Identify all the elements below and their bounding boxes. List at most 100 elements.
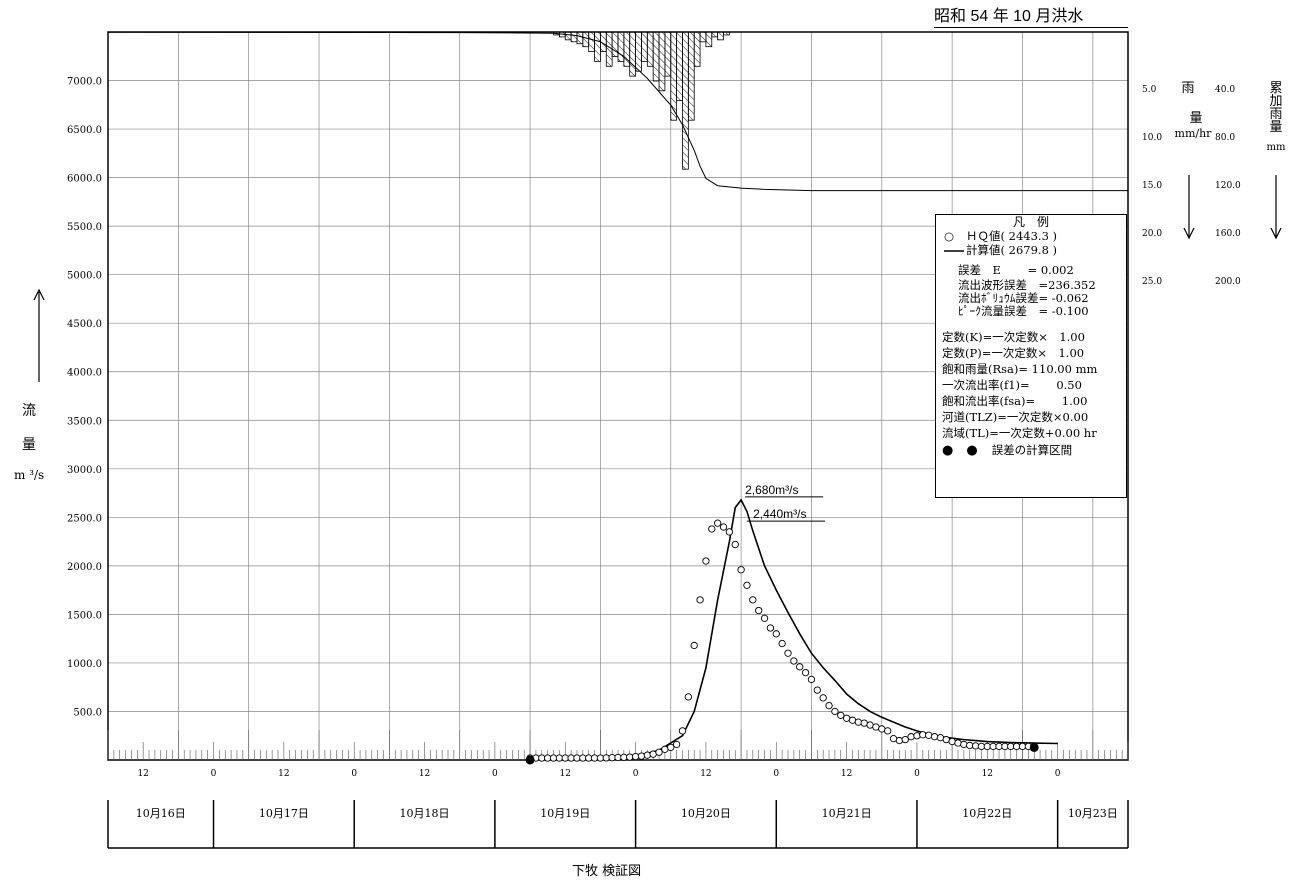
y-tick-label: 1000.0 — [67, 659, 102, 670]
date-label: 10月18日 — [400, 807, 450, 820]
legend-calc-label: 計算値( 2679.8 ) — [966, 242, 1058, 257]
hq-point — [696, 596, 704, 604]
x-hour-label: 0 — [773, 769, 779, 779]
hq-point — [643, 751, 651, 759]
x-hour-label: 0 — [351, 769, 357, 779]
cum-axis-label-char: 雨 — [1269, 107, 1282, 122]
rain-tick-label: 20.0 — [1142, 229, 1162, 239]
hq-point — [854, 718, 862, 726]
date-label: 10月16日 — [136, 807, 186, 820]
x-hour-label: 0 — [1055, 769, 1061, 779]
y-tick-label: 3500.0 — [67, 416, 102, 427]
hq-point — [801, 668, 810, 677]
hq-point — [807, 675, 816, 684]
legend-title: 凡 例 — [1012, 215, 1049, 229]
rain-bar — [658, 31, 666, 92]
rain-bar — [588, 31, 595, 53]
rain-bar — [676, 31, 683, 101]
hq-point — [930, 733, 939, 741]
peak-annotation-calc: 2,680m³/s — [745, 483, 798, 497]
rain-bar — [629, 31, 636, 77]
x-hour-label: 12 — [560, 769, 571, 779]
rain-bar — [687, 31, 695, 121]
rain-axis-unit: mm/hr — [1175, 127, 1213, 140]
cum-tick-label: 120.0 — [1215, 181, 1241, 191]
cum-axis-label-char: 量 — [1269, 120, 1282, 135]
x-hour-label: 0 — [914, 769, 920, 779]
hq-point — [819, 694, 827, 702]
hq-point — [784, 649, 792, 657]
legend-hq-label: ＨＱ値( 2443.3 ) — [966, 229, 1058, 243]
hq-point — [743, 581, 751, 589]
y-axis-arrow — [32, 288, 46, 388]
rain-tick-label: 5.0 — [1142, 85, 1157, 95]
rain-bar — [564, 31, 572, 41]
hq-point — [755, 606, 763, 615]
hq-point — [731, 540, 739, 549]
legend-param-7: 流域(TL)=一次定数+0.00 hr — [942, 425, 1097, 440]
hq-point — [702, 557, 710, 565]
hq-point — [672, 740, 681, 749]
y-tick-label: 500.0 — [73, 707, 102, 718]
circle-marker-icon: ○ — [944, 229, 955, 243]
hq-point — [655, 748, 663, 756]
y-tick-label: 5000.0 — [67, 271, 102, 282]
cumulative-rain-line — [107, 31, 1128, 192]
rain-bar — [699, 31, 707, 43]
x-hour-label: 12 — [137, 769, 148, 779]
rain-bar — [705, 31, 713, 48]
hq-point — [772, 630, 780, 638]
legend-error-4: ﾋﾟｰｸ流量誤差 = -0.100 — [958, 303, 1089, 318]
rain-bar — [646, 31, 654, 67]
legend-error-3: 流出ﾎﾞﾘｭｳﾑ誤差= -0.062 — [958, 290, 1089, 305]
hq-point — [690, 641, 698, 650]
legend-error-1: 誤差 E = 0.002 — [958, 263, 1074, 277]
legend-param-2: 定数(P)=一次定数× 1.00 — [942, 345, 1085, 360]
cum-axis-unit: mm — [1267, 142, 1286, 153]
y-tick-label: 4500.0 — [67, 319, 102, 330]
rain-tick-label: 25.0 — [1142, 277, 1162, 287]
hq-point — [884, 727, 892, 735]
hq-point — [790, 657, 798, 665]
interval-marker — [525, 755, 535, 765]
hq-point — [626, 753, 634, 761]
legend-interval: ● ● 誤差の計算区間 — [936, 441, 1126, 460]
hq-point — [960, 740, 968, 749]
calculated-discharge-line — [530, 498, 1058, 761]
down-arrow-icon — [1270, 227, 1282, 240]
rain-bar — [723, 31, 730, 36]
cum-tick-label: 40.0 — [1215, 85, 1235, 95]
hq-point — [667, 743, 675, 752]
x-hour-label: 12 — [841, 769, 852, 779]
rain-tick-label: 10.0 — [1142, 133, 1162, 143]
rain-bar — [594, 31, 601, 62]
rain-bar — [652, 31, 660, 82]
x-hour-label: 12 — [278, 769, 289, 779]
hq-point — [708, 525, 716, 533]
legend-param-6: 河道(TLZ)=一次定数×0.00 — [942, 409, 1089, 424]
hq-point — [714, 519, 722, 527]
rain-bar — [576, 31, 584, 45]
hq-point — [831, 707, 839, 716]
hq-point — [901, 735, 909, 744]
cum-tick-label: 160.0 — [1215, 229, 1241, 239]
x-hour-label: 12 — [700, 769, 711, 779]
y-tick-label: 6500.0 — [67, 125, 102, 136]
rain-bar — [682, 31, 689, 170]
date-label: 10月23日 — [1068, 807, 1118, 820]
rain-axis-label-char: 量 — [1189, 111, 1202, 126]
hq-point — [913, 732, 921, 740]
y-tick-label: 3000.0 — [67, 465, 102, 476]
hq-point — [719, 523, 728, 531]
hq-point — [684, 693, 692, 701]
y-tick-label: 6000.0 — [67, 174, 102, 185]
legend-hq: ○ ＨＱ値( 2443.3 ) — [936, 229, 1126, 245]
rain-tick-label: 15.0 — [1142, 181, 1162, 191]
hq-point — [778, 639, 786, 648]
y-axis-unit: m ³/s — [14, 468, 45, 482]
hq-point — [737, 566, 745, 574]
hq-point — [760, 614, 769, 622]
rain-bar — [617, 31, 625, 62]
y-tick-label: 2000.0 — [67, 562, 102, 573]
